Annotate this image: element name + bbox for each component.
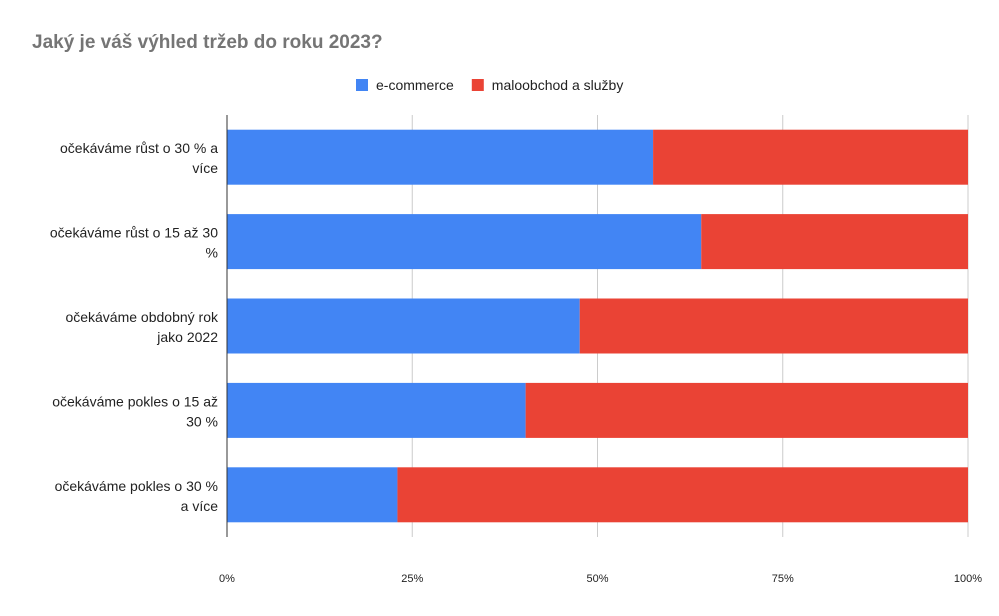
bar-segment xyxy=(525,382,968,438)
x-tick-label: 0% xyxy=(219,573,235,585)
category-label: očekáváme růst o 30 % a více xyxy=(60,140,218,176)
category-label: očekáváme pokles o 15 až 30 % xyxy=(52,393,218,429)
bars xyxy=(227,129,968,523)
legend: e-commerce maloobchod a služby xyxy=(356,77,623,93)
legend-label: e-commerce xyxy=(376,77,454,93)
bar-segment xyxy=(227,382,526,438)
x-tick-label: 100% xyxy=(954,573,982,585)
bar-segment xyxy=(227,214,702,270)
legend-swatch xyxy=(471,79,484,91)
category-labels: očekáváme růst o 30 % a více očekáváme růs… xyxy=(50,140,219,514)
x-tick-label: 75% xyxy=(772,573,794,585)
chart-title: Jaký je váš výhled tržeb do roku 2023? xyxy=(32,32,383,53)
x-axis-tick-labels: 0% 25% 50% 75% 100% xyxy=(219,573,982,585)
bar-segment xyxy=(227,129,654,185)
bar-segment xyxy=(227,298,580,354)
bar-segment xyxy=(397,467,968,523)
bar-segment xyxy=(701,214,968,270)
category-label: očekáváme růst o 15 až 30% xyxy=(50,225,218,261)
bar-segment xyxy=(653,129,968,185)
x-tick-label: 50% xyxy=(586,573,608,585)
legend-swatch xyxy=(356,79,368,91)
legend-item: maloobchod a služby xyxy=(471,77,624,93)
legend-item: e-commerce xyxy=(356,77,454,93)
x-tick-label: 25% xyxy=(401,573,423,585)
bar-segment xyxy=(579,298,968,354)
category-label: očekáváme pokles o 30 % a více xyxy=(55,478,219,514)
legend-label: maloobchod a služby xyxy=(492,77,624,93)
bar-segment xyxy=(227,467,398,523)
category-label: očekáváme obdobný rok jako 2022 xyxy=(65,309,219,345)
